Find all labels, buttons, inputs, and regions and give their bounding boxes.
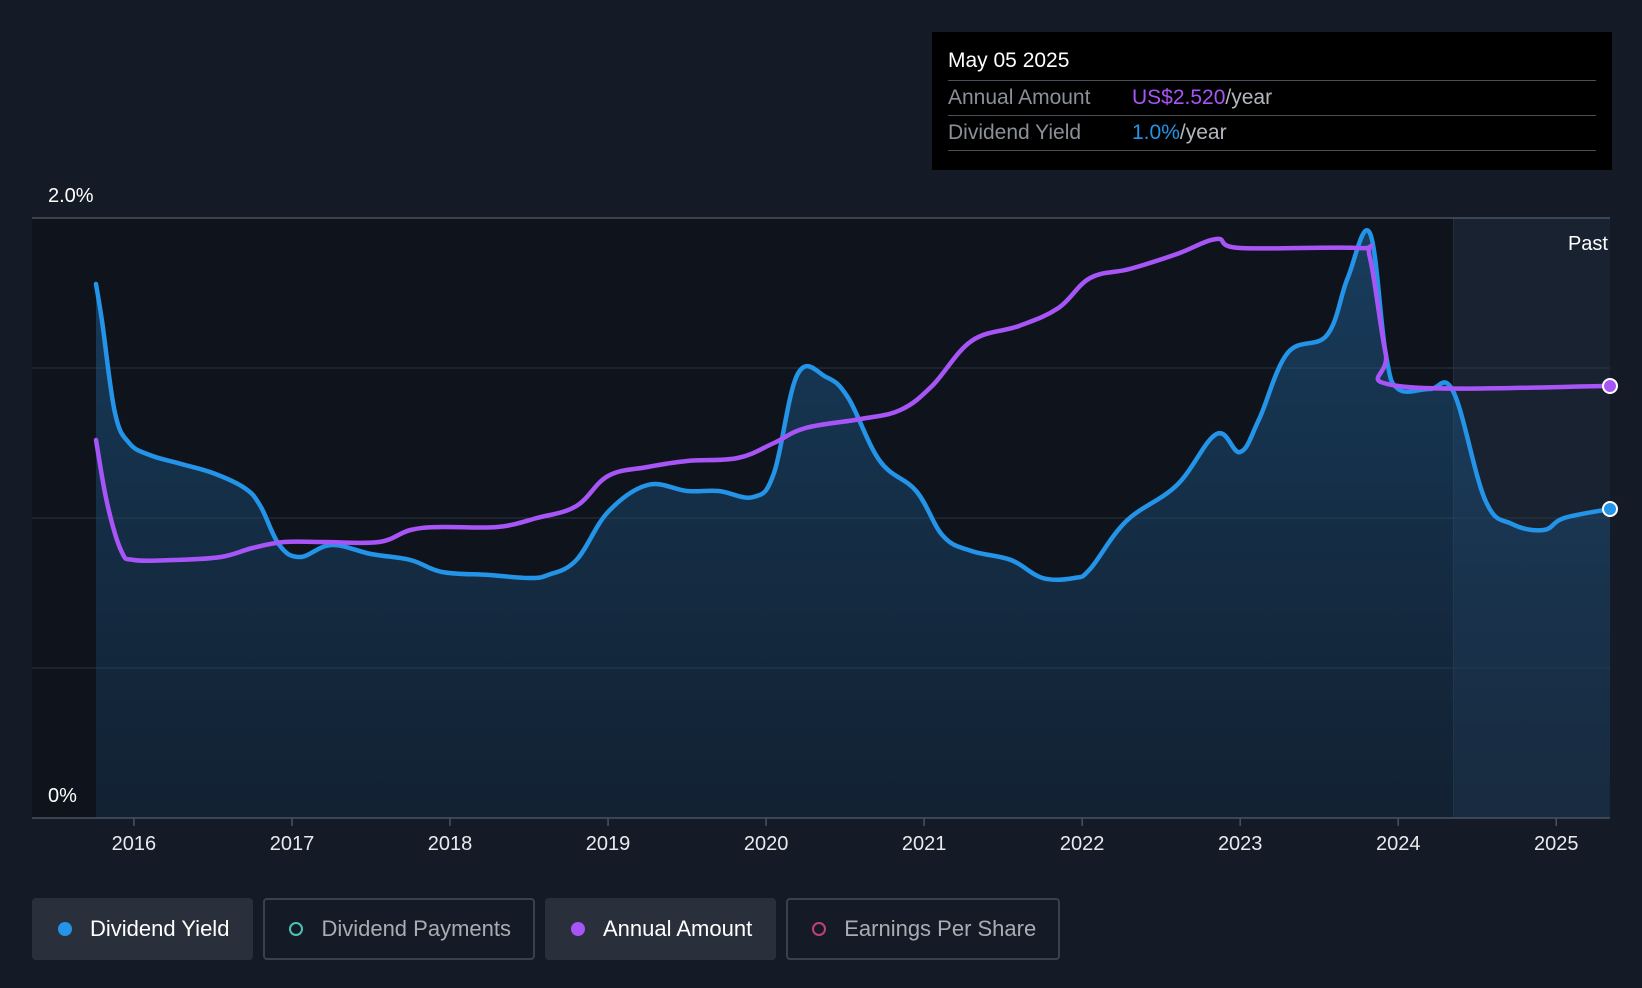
x-tick-label: 2020: [744, 833, 789, 855]
y-axis-label-top: 2.0%: [48, 185, 94, 207]
past-label: Past: [1568, 233, 1608, 255]
legend-annual-amount[interactable]: Annual Amount: [544, 898, 777, 960]
annual-amount-line[interactable]: [93, 236, 1613, 564]
legend-dividend-yield[interactable]: Dividend Yield: [32, 898, 254, 960]
legend-dividend-yield-icon: [58, 922, 72, 936]
tooltip-annual-row: Annual Amount US$2.520 /year: [948, 81, 1596, 116]
x-tick-label: 2019: [586, 833, 631, 855]
x-tick-label: 2024: [1376, 833, 1421, 855]
dividend-yield-end-marker: [1602, 501, 1618, 517]
legend-dividend-payments[interactable]: Dividend Payments: [263, 898, 535, 960]
legend-annual-amount-label: Annual Amount: [602, 916, 753, 941]
tooltip-annual-unit: /year: [1225, 86, 1273, 109]
legend-dividend-payments-label: Dividend Payments: [321, 916, 511, 941]
x-tick-label: 2016: [112, 833, 157, 855]
tooltip-yield-value: 1.0%: [1132, 121, 1180, 144]
legend-earnings-per-share-label: Earnings Per Share: [844, 916, 1037, 941]
legend: Dividend Yield Dividend Payments Annual …: [32, 898, 1061, 960]
legend-earnings-per-share-icon: [812, 922, 827, 936]
tooltip-annual-label: Annual Amount: [948, 86, 1091, 109]
x-tick-label: 2025: [1534, 833, 1579, 855]
tooltip: May 05 2025 Annual Amount US$2.520 /year…: [932, 32, 1612, 170]
x-axis-ticks: 2016 2017 2018 2019 2020 2021 2022 2023 2024 2025: [112, 818, 1579, 855]
tooltip-annual-value: US$2.520: [1132, 86, 1226, 109]
legend-dividend-payments-icon: [289, 922, 304, 936]
tooltip-date: May 05 2025: [948, 46, 1596, 81]
x-tick-label: 2017: [270, 833, 315, 855]
x-tick-label: 2021: [902, 833, 947, 855]
legend-dividend-yield-label: Dividend Yield: [90, 916, 230, 941]
y-axis-label-bottom: 0%: [48, 785, 77, 807]
x-tick-label: 2022: [1060, 833, 1105, 855]
dividend-yield-line[interactable]: [93, 228, 1613, 583]
tooltip-yield-unit: /year: [1179, 121, 1227, 144]
tooltip-yield-row: Dividend Yield 1.0% /year: [948, 116, 1596, 151]
x-tick-label: 2023: [1218, 833, 1263, 855]
legend-annual-amount-icon: [570, 922, 585, 936]
legend-earnings-per-share[interactable]: Earnings Per Share: [786, 898, 1061, 960]
x-tick-label: 2018: [428, 833, 473, 855]
tooltip-yield-label: Dividend Yield: [948, 121, 1082, 144]
annual-amount-end-marker: [1602, 378, 1618, 394]
dividend-yield-area: [96, 230, 1610, 819]
